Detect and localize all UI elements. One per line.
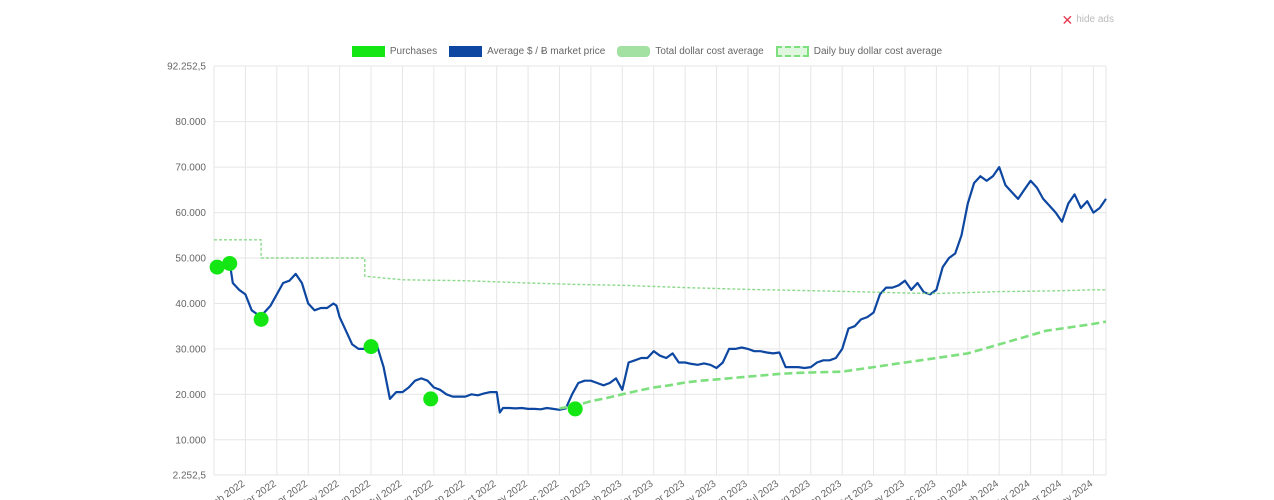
y-tick-label: 10.000 bbox=[175, 435, 206, 446]
purchase-markers bbox=[209, 255, 583, 417]
legend-swatch-purchases bbox=[351, 46, 385, 57]
y-tick-label: 30.000 bbox=[175, 344, 206, 355]
y-tick-label: 80.000 bbox=[175, 117, 206, 128]
x-tick-label: Apr 2024 bbox=[1024, 478, 1064, 500]
x-tick-label: Apr 2022 bbox=[270, 478, 310, 500]
x-tick-label: Jul 2022 bbox=[367, 478, 405, 500]
x-tick-label: Oct 2023 bbox=[836, 478, 876, 500]
close-icon: ✕ bbox=[1061, 11, 1074, 28]
y-tick-label: 92.252,5 bbox=[167, 62, 206, 73]
x-tick-label: Oct 2022 bbox=[459, 478, 499, 500]
legend-swatch-market-price bbox=[449, 46, 483, 57]
series-line-1 bbox=[214, 239, 1106, 295]
purchase-point[interactable] bbox=[363, 339, 379, 355]
purchase-point[interactable] bbox=[567, 401, 583, 417]
hide-ads-button[interactable]: ✕ hide ads bbox=[1061, 11, 1114, 28]
y-tick-label: 60.000 bbox=[175, 208, 206, 219]
legend-swatch-total-dca bbox=[617, 46, 651, 57]
legend-item-market-price[interactable]: Average $ / Ƀ market price bbox=[449, 46, 605, 57]
y-tick-label: 50.000 bbox=[175, 254, 206, 265]
x-tick-label: Apr 2023 bbox=[647, 478, 687, 500]
purchase-point[interactable] bbox=[423, 391, 439, 407]
purchase-point[interactable] bbox=[222, 255, 238, 271]
legend-label-total-dca: Total dollar cost average bbox=[655, 46, 764, 57]
y-tick-label: 40.000 bbox=[175, 299, 206, 310]
legend-item-purchases[interactable]: Purchases bbox=[351, 46, 438, 57]
purchase-point[interactable] bbox=[209, 259, 225, 275]
y-tick-label: 2.252,5 bbox=[173, 471, 207, 482]
legend-item-daily-dca[interactable]: Daily buy dollar cost average bbox=[775, 46, 943, 57]
x-tick-label: Jul 2023 bbox=[744, 478, 782, 500]
x-tick-label: Feb 2022 bbox=[206, 478, 247, 500]
hide-ads-label: hide ads bbox=[1076, 14, 1114, 25]
y-tick-label: 70.000 bbox=[175, 163, 206, 174]
chart-legend: Purchases Average $ / Ƀ market price Tot… bbox=[0, 46, 1274, 57]
chart-grid bbox=[213, 65, 1107, 476]
legend-item-total-dca[interactable]: Total dollar cost average bbox=[617, 46, 764, 57]
legend-label-purchases: Purchases bbox=[389, 46, 438, 57]
legend-swatch-daily-dca bbox=[775, 46, 809, 57]
legend-label-market-price: Average $ / Ƀ market price bbox=[487, 46, 606, 57]
legend-label-daily-dca: Daily buy dollar cost average bbox=[813, 46, 943, 57]
chart-series bbox=[213, 166, 1107, 414]
series-line-0 bbox=[213, 166, 1107, 414]
y-tick-label: 20.000 bbox=[175, 390, 206, 401]
y-axis: 92.252,5 80.000 70.000 60.000 50.000 40.000 30… bbox=[167, 62, 206, 482]
series-line-2 bbox=[559, 320, 1107, 410]
purchase-point[interactable] bbox=[253, 311, 269, 327]
